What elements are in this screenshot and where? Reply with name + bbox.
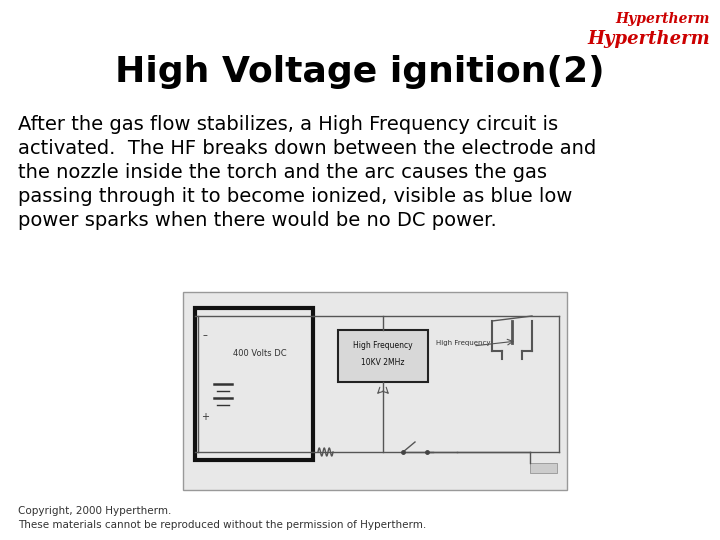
- Bar: [183, 292, 567, 490]
- Text: High Frequency: High Frequency: [436, 340, 490, 346]
- Text: Hypertherm: Hypertherm: [588, 30, 710, 48]
- Text: +: +: [201, 413, 209, 422]
- Text: Hypertherm: Hypertherm: [616, 12, 710, 26]
- Bar: [530, 463, 557, 473]
- Text: These materials cannot be reproduced without the permission of Hypertherm.: These materials cannot be reproduced wit…: [18, 520, 426, 530]
- Text: After the gas flow stabilizes, a High Frequency circuit is: After the gas flow stabilizes, a High Fr…: [18, 115, 558, 134]
- Text: the nozzle inside the torch and the arc causes the gas: the nozzle inside the torch and the arc …: [18, 163, 547, 182]
- Text: passing through it to become ionized, visible as blue low: passing through it to become ionized, vi…: [18, 187, 572, 206]
- Text: –: –: [203, 330, 208, 340]
- Text: Copyright, 2000 Hypertherm.: Copyright, 2000 Hypertherm.: [18, 506, 171, 516]
- Text: 10KV 2MHz: 10KV 2MHz: [361, 357, 405, 367]
- Text: High Voltage ignition(2): High Voltage ignition(2): [115, 55, 605, 89]
- Text: power sparks when there would be no DC power.: power sparks when there would be no DC p…: [18, 211, 497, 230]
- Text: activated.  The HF breaks down between the electrode and: activated. The HF breaks down between th…: [18, 139, 596, 158]
- Text: 400 Volts DC: 400 Volts DC: [233, 349, 287, 358]
- Bar: [195, 308, 313, 460]
- Bar: [338, 330, 428, 382]
- Text: High Frequency: High Frequency: [354, 341, 413, 350]
